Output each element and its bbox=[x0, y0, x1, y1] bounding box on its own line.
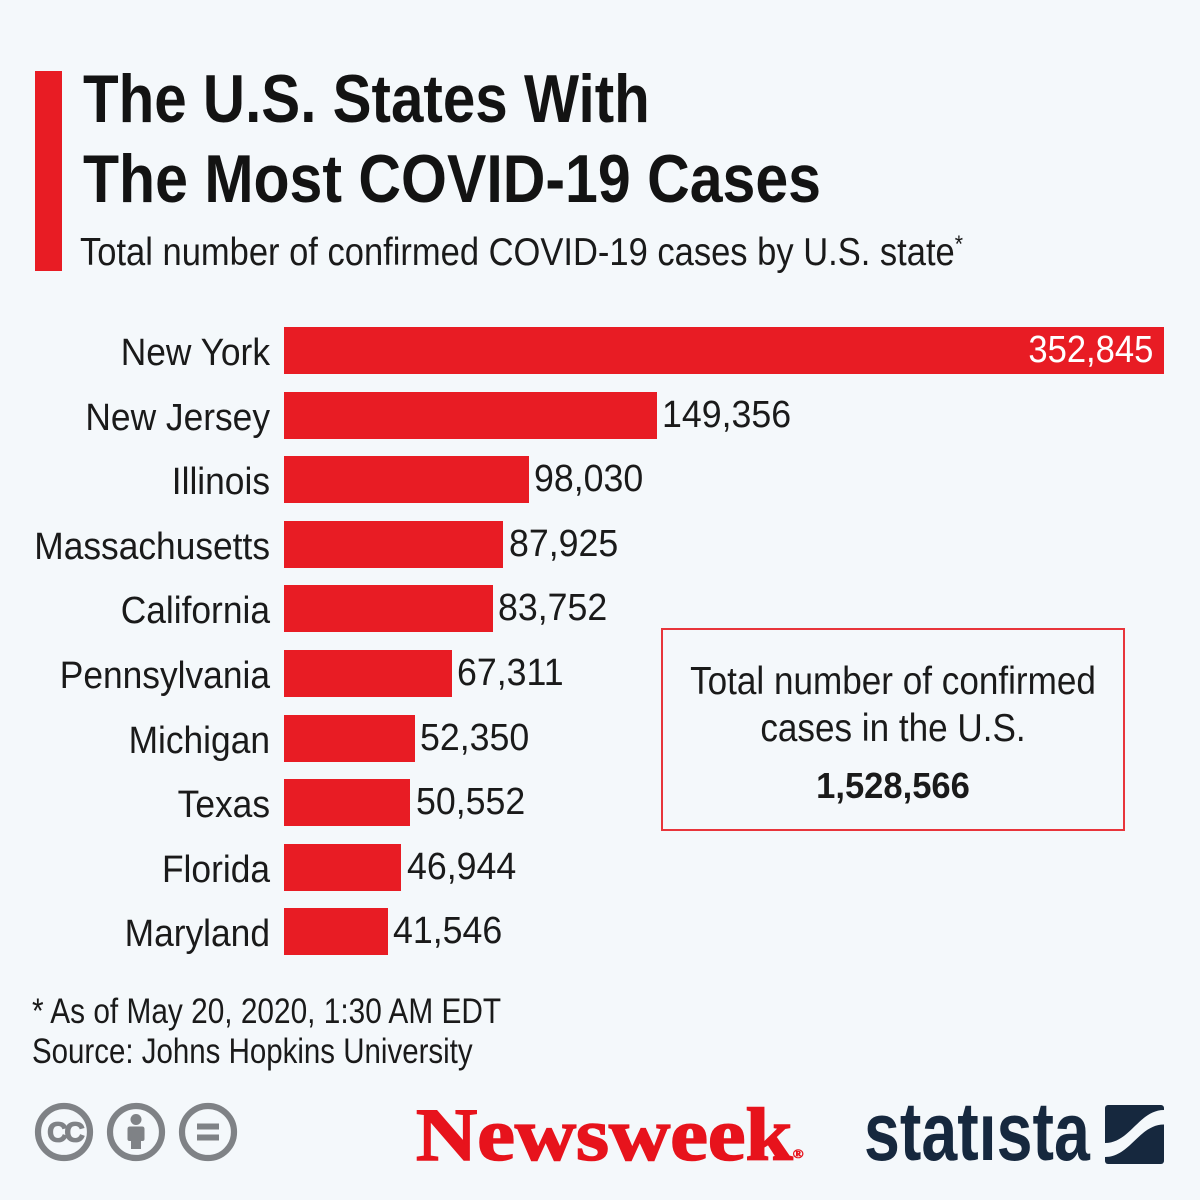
svg-text:CC: CC bbox=[47, 1117, 84, 1148]
